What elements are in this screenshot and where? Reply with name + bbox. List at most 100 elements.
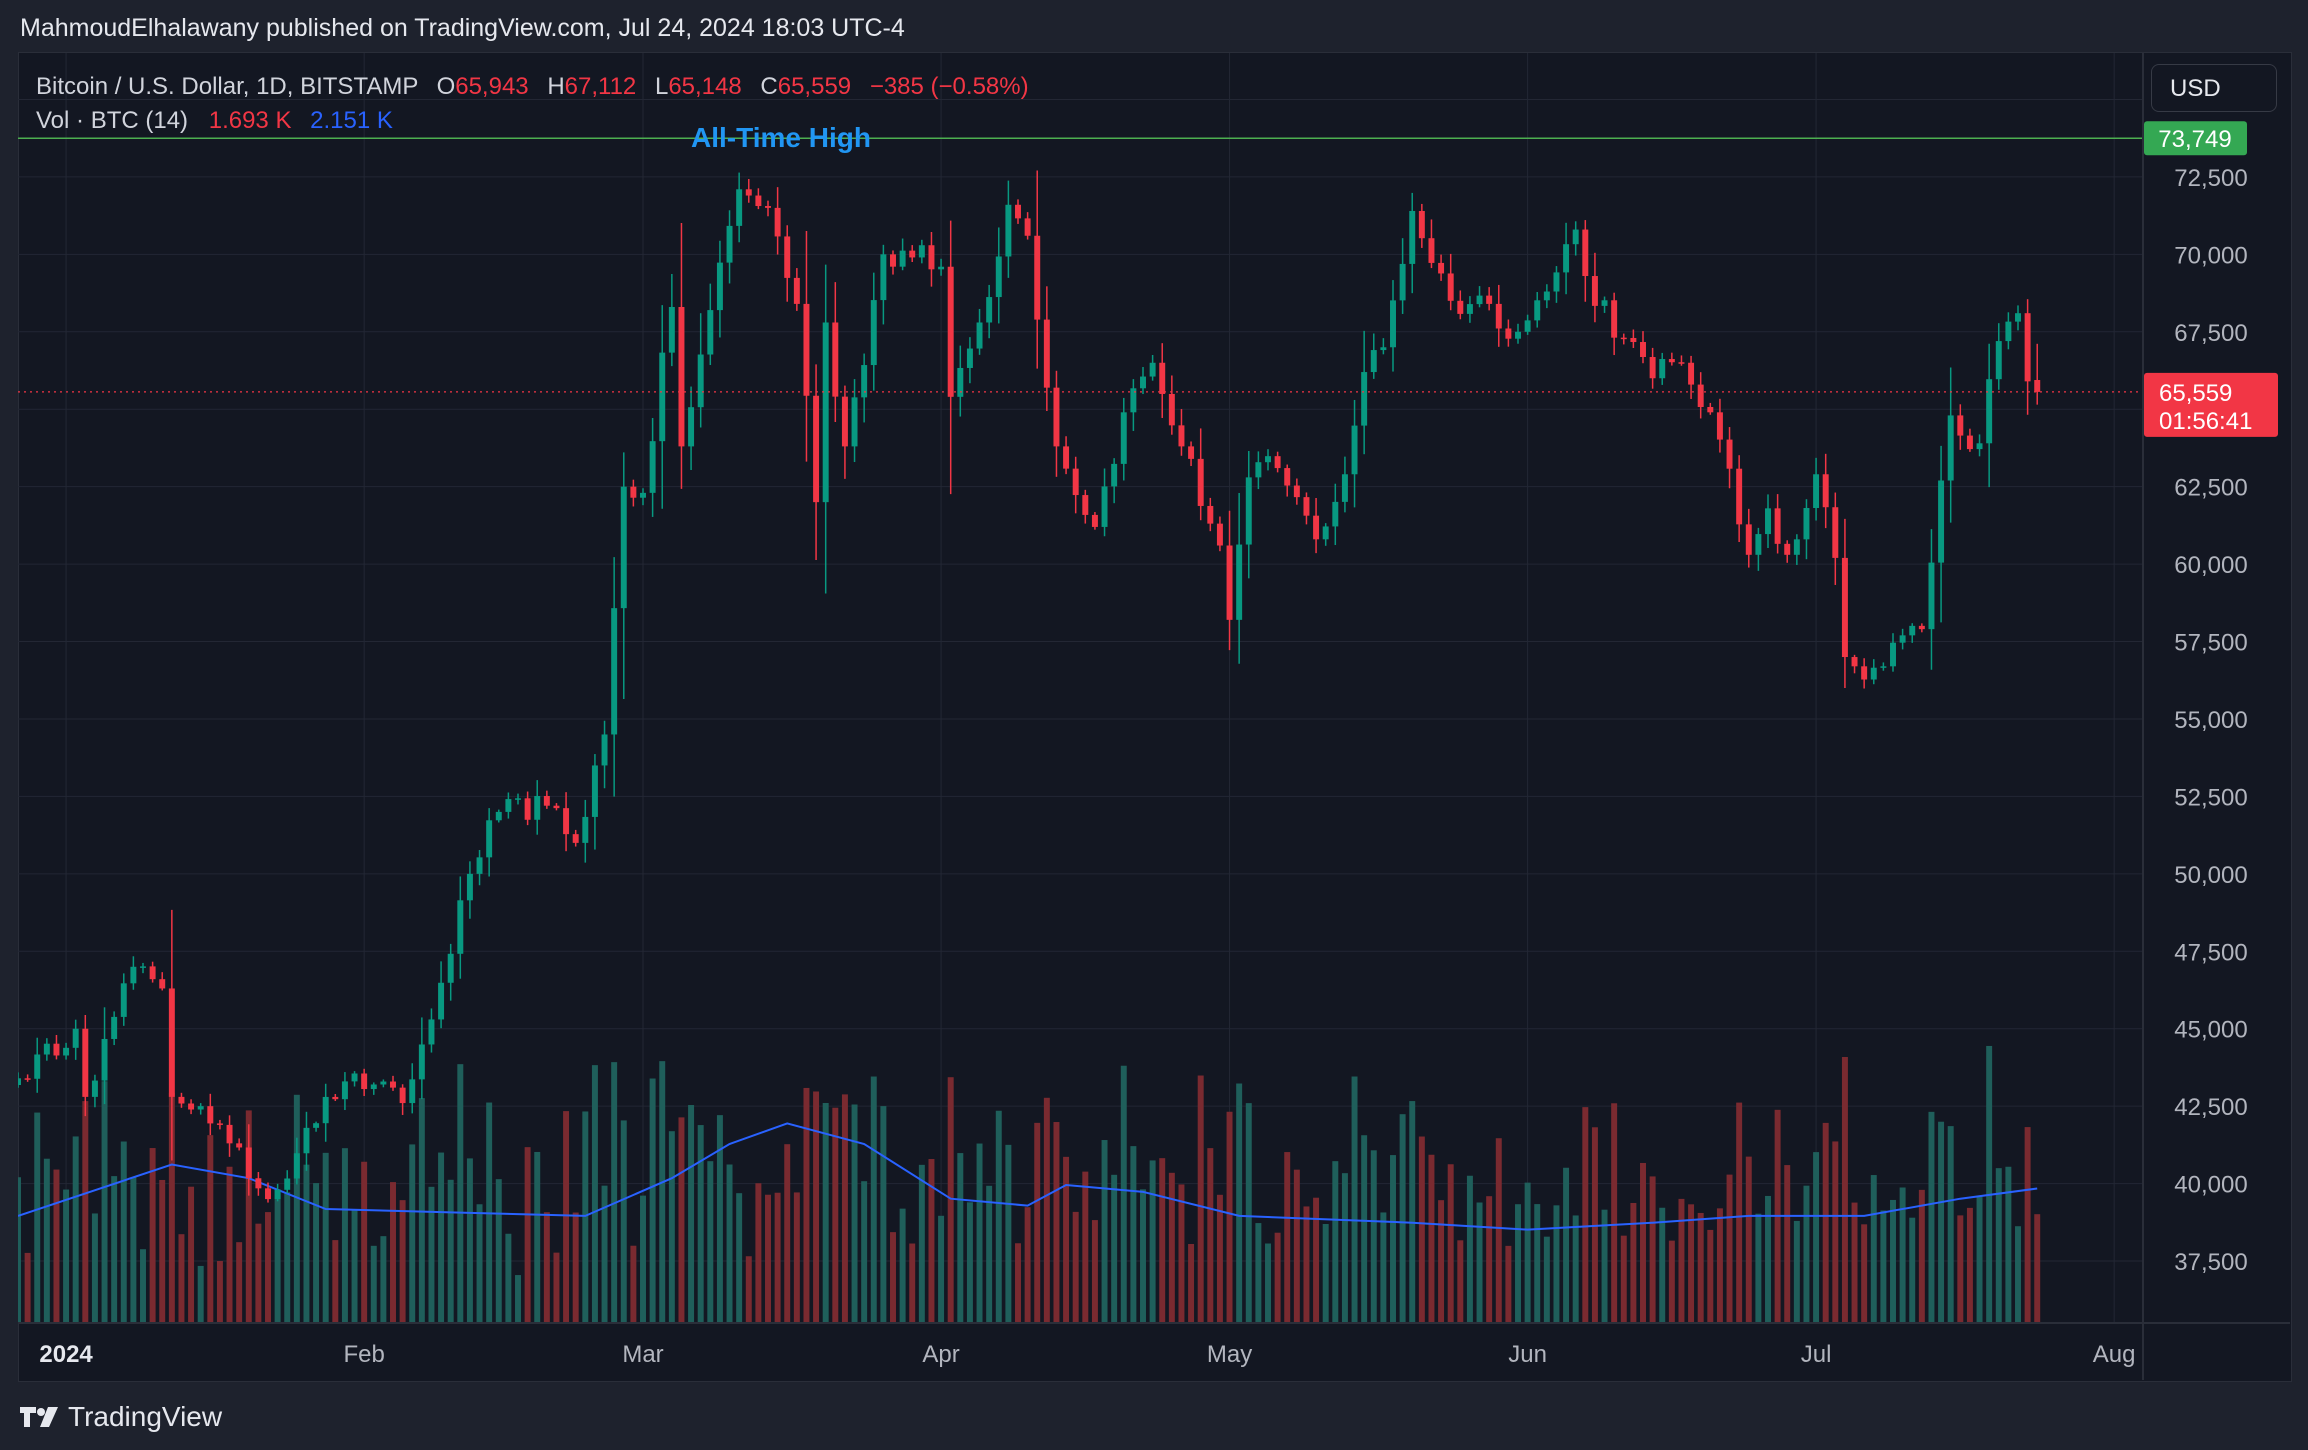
volume-bar (1736, 1102, 1743, 1322)
candle-body (130, 966, 137, 984)
volume-bar (53, 1169, 60, 1322)
candle-body (611, 608, 618, 735)
candle-body (1361, 372, 1368, 426)
candle-body (870, 300, 877, 366)
volume-bar (505, 1233, 512, 1322)
volume-bar (1793, 1220, 1800, 1322)
volume-bar (361, 1161, 368, 1322)
x-tick-label: Apr (922, 1341, 959, 1368)
volume-bar (966, 1202, 973, 1322)
volume-bar (1120, 1065, 1127, 1322)
candle-body (1399, 263, 1406, 301)
volume-bar (995, 1110, 1002, 1322)
volume-bar (1438, 1200, 1445, 1322)
volume-bar (1361, 1135, 1368, 1322)
candle-body (890, 254, 896, 267)
candle-body (515, 798, 521, 800)
candle-body (390, 1081, 396, 1088)
volume-bar (1015, 1243, 1021, 1322)
candle-body (1736, 468, 1743, 525)
candle-body (1149, 362, 1156, 377)
candle-body (495, 811, 502, 821)
volume-bar (1370, 1150, 1377, 1322)
volume-bar (140, 1249, 146, 1322)
volume-bar (1716, 1208, 1723, 1322)
candle-body (668, 307, 675, 353)
countdown-tag-text: 01:56:41 (2159, 408, 2252, 435)
volume-bar (1630, 1202, 1637, 1322)
candle-body (1082, 495, 1089, 515)
candle-body (1274, 456, 1281, 469)
currency-button[interactable]: USD (2151, 64, 2277, 112)
candle-body (1890, 642, 1896, 667)
volume-bar (409, 1144, 416, 1322)
candle-body (1928, 562, 1935, 630)
close-label: C (760, 73, 778, 100)
candle-body (1053, 387, 1060, 447)
volume-label[interactable]: Vol · BTC (14) (36, 107, 189, 134)
volume-bar (601, 1185, 608, 1322)
candle-body (226, 1124, 233, 1144)
candle-body (101, 1038, 108, 1081)
candle-body (24, 1078, 31, 1080)
volume-bar (1409, 1101, 1416, 1322)
volume-bar (1236, 1083, 1243, 1322)
candle-body (784, 236, 791, 278)
volume-bar (1611, 1103, 1618, 1322)
x-tick-label: 2024 (39, 1341, 93, 1368)
y-tick-label: 57,500 (2174, 630, 2247, 657)
chart-frame[interactable] (18, 52, 2292, 1382)
candle-body (1774, 508, 1781, 544)
candle-body (1534, 300, 1541, 321)
volume-bar (1966, 1207, 1973, 1322)
volume-bar (447, 1179, 454, 1322)
volume-bar (1140, 1189, 1146, 1322)
volume-bar (1418, 1136, 1425, 1322)
volume-bar (1765, 1195, 1771, 1322)
tradingview-logo[interactable]: TradingView (20, 1400, 222, 1434)
candle-body (457, 900, 464, 954)
volume-bar (841, 1094, 848, 1322)
candle-body (1630, 337, 1637, 343)
candle-body (1015, 204, 1021, 219)
candle-body (1255, 462, 1262, 478)
candle-body (1995, 341, 2002, 380)
candle-body (1457, 300, 1464, 314)
candle-body (1601, 300, 1608, 306)
x-tick-label: Aug (2093, 1341, 2136, 1368)
volume-bar (226, 1166, 233, 1322)
symbol-title[interactable]: Bitcoin / U.S. Dollar, 1D, BITSTAMP (36, 73, 418, 100)
volume-bar (1755, 1213, 1762, 1322)
candle-body (1745, 524, 1752, 555)
price-chart[interactable]: 37,500 40,000 42,500 45,000 47,500 50,000 52,5… (0, 0, 2308, 1384)
candle-body (1620, 337, 1627, 340)
volume-bar (1255, 1223, 1262, 1322)
candle-body (1159, 362, 1166, 394)
candle-body (1091, 514, 1098, 527)
candle-body (1428, 238, 1435, 263)
last-price-tag-text: 65,559 (2159, 380, 2232, 407)
volume-bar (1861, 1224, 1868, 1322)
x-tick-label: Feb (343, 1341, 384, 1368)
candle-body (1216, 523, 1223, 546)
volume-bars (18, 1045, 2041, 1322)
candle-body (1505, 328, 1512, 339)
volume-bar (1091, 1220, 1098, 1322)
volume-bar (1986, 1045, 1993, 1322)
volume-bar (418, 1098, 425, 1322)
price-lines (18, 137, 2143, 393)
volume-bar (1957, 1215, 1964, 1322)
volume-bar (918, 1164, 925, 1322)
candle-body (447, 953, 454, 983)
candle-body (1870, 667, 1877, 680)
candle-body (140, 966, 146, 968)
volume-bar (91, 1213, 98, 1322)
candle-body (688, 407, 695, 447)
candle-body (1486, 295, 1493, 304)
y-tick-label: 40,000 (2174, 1172, 2247, 1199)
candle-body (1120, 412, 1127, 464)
volume-bar (543, 1212, 550, 1322)
candle-body (1034, 235, 1041, 320)
volume-bar (207, 1135, 214, 1322)
volume-bar (1918, 1189, 1925, 1322)
